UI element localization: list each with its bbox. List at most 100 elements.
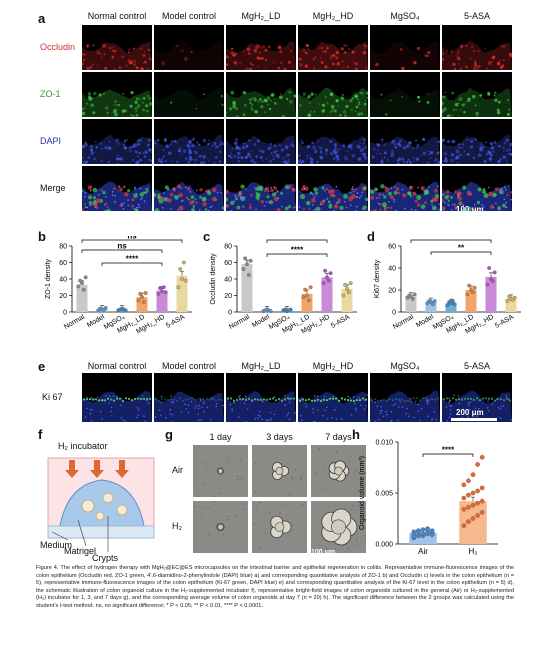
ki67-image-tile <box>82 373 152 422</box>
data-point <box>103 305 108 310</box>
bar <box>301 293 313 312</box>
fluorescence-image-tile <box>370 25 440 70</box>
panel-g-row-label: H₂ <box>172 521 182 531</box>
medium-label: Medium <box>40 540 73 550</box>
data-point <box>303 287 308 292</box>
data-point <box>420 527 426 533</box>
data-point <box>411 534 417 540</box>
bar <box>341 288 353 312</box>
data-point <box>246 272 251 277</box>
data-point <box>245 262 249 267</box>
data-point <box>305 293 309 298</box>
y-tick-label: 20 <box>224 293 232 300</box>
ki67-image-tile <box>370 373 440 422</box>
fluorescence-image-tile <box>82 72 152 117</box>
data-point <box>328 271 333 276</box>
y-axis-label: Occludin density <box>210 253 217 305</box>
fluorescence-image-tile <box>154 166 224 211</box>
data-point <box>492 270 497 275</box>
fluorescence-image-tile <box>226 72 296 117</box>
data-point <box>248 258 253 263</box>
data-point <box>123 308 128 313</box>
data-point <box>470 490 476 496</box>
data-point <box>452 302 457 307</box>
y-tick-label: 0 <box>392 310 396 317</box>
panel-e-row-label: Ki 67 <box>42 392 63 402</box>
y-axis-label: Ki67 density <box>374 259 381 298</box>
panel-e-letter: e <box>38 359 46 374</box>
fluorescence-image-tile <box>370 166 440 211</box>
significance-bracket <box>266 253 328 257</box>
bar <box>76 284 88 312</box>
fluorescence-image-tile <box>154 25 224 70</box>
ki67-image-tile <box>442 373 512 422</box>
data-point <box>83 275 88 280</box>
organoid-brightfield-tile <box>252 445 307 497</box>
panel-e-scale-bar <box>451 418 497 421</box>
y-tick-label: 0.010 <box>375 440 393 447</box>
bar <box>465 290 477 312</box>
data-point <box>432 299 437 303</box>
significance-bracket <box>81 239 183 243</box>
bar <box>176 275 188 312</box>
data-point <box>461 495 467 501</box>
panel-d-letter: d <box>367 229 375 244</box>
data-point <box>321 281 326 286</box>
significance-bracket <box>266 239 328 243</box>
x-tick-label: 5-ASA <box>494 314 515 330</box>
fluorescence-image-tile <box>298 72 368 117</box>
data-point <box>472 285 477 290</box>
chart-organoid-volume: 0.000 0.005 0.010 Organoid volume (mm³) Air H… <box>359 440 498 556</box>
panel-g-letter: g <box>165 427 173 442</box>
y-tick-label: 40 <box>388 266 396 273</box>
panel-f-letter: f <box>38 427 43 442</box>
y-tick-label: 40 <box>59 277 67 284</box>
panel-a-scale-bar <box>451 215 497 218</box>
significance-label: **** <box>291 246 304 255</box>
data-point <box>479 485 485 491</box>
fluorescence-image-tile <box>226 119 296 164</box>
bar <box>321 277 333 312</box>
data-point <box>485 282 490 287</box>
data-point <box>470 516 476 521</box>
significance-bracket <box>410 239 492 243</box>
significance-bracket <box>422 453 474 457</box>
data-point <box>325 275 329 280</box>
ki67-image-tile <box>298 373 368 422</box>
crypts-label: Crypts <box>92 553 119 563</box>
bar <box>116 309 128 312</box>
data-point <box>429 532 435 538</box>
panel-e-scale-label: 200 μm <box>456 408 484 417</box>
bar <box>136 297 148 312</box>
data-point <box>140 295 144 300</box>
panel-h-letter: h <box>352 427 360 442</box>
data-point <box>475 513 480 518</box>
data-point <box>156 291 161 296</box>
data-point <box>158 286 163 291</box>
data-point <box>470 472 476 477</box>
data-point <box>178 267 183 272</box>
data-point <box>475 462 480 467</box>
x-tick-label: 5-ASA <box>330 314 351 330</box>
panel-e-column-header: MgSO₄ <box>390 361 420 371</box>
panel-a-column-header: Normal control <box>87 11 147 21</box>
data-point <box>450 299 455 303</box>
fluorescence-image-tile <box>82 166 152 211</box>
bar <box>156 290 168 312</box>
data-point <box>308 285 313 290</box>
data-point <box>143 291 148 295</box>
fluorescence-image-tile <box>298 166 368 211</box>
data-point <box>163 290 168 295</box>
panel-g-scale-label: 100 μm <box>311 549 336 556</box>
significance-label: ns <box>117 242 127 251</box>
data-point <box>479 510 485 515</box>
fluorescence-image-tile <box>370 72 440 117</box>
fluorescence-image-tile <box>226 166 296 211</box>
data-point <box>243 256 248 261</box>
data-point <box>341 293 346 298</box>
organoid-brightfield-tile <box>311 501 366 553</box>
data-point <box>461 523 467 528</box>
data-point <box>343 282 348 287</box>
panel-a-row-label: Occludin <box>40 42 76 52</box>
significance-label: **** <box>442 446 455 455</box>
